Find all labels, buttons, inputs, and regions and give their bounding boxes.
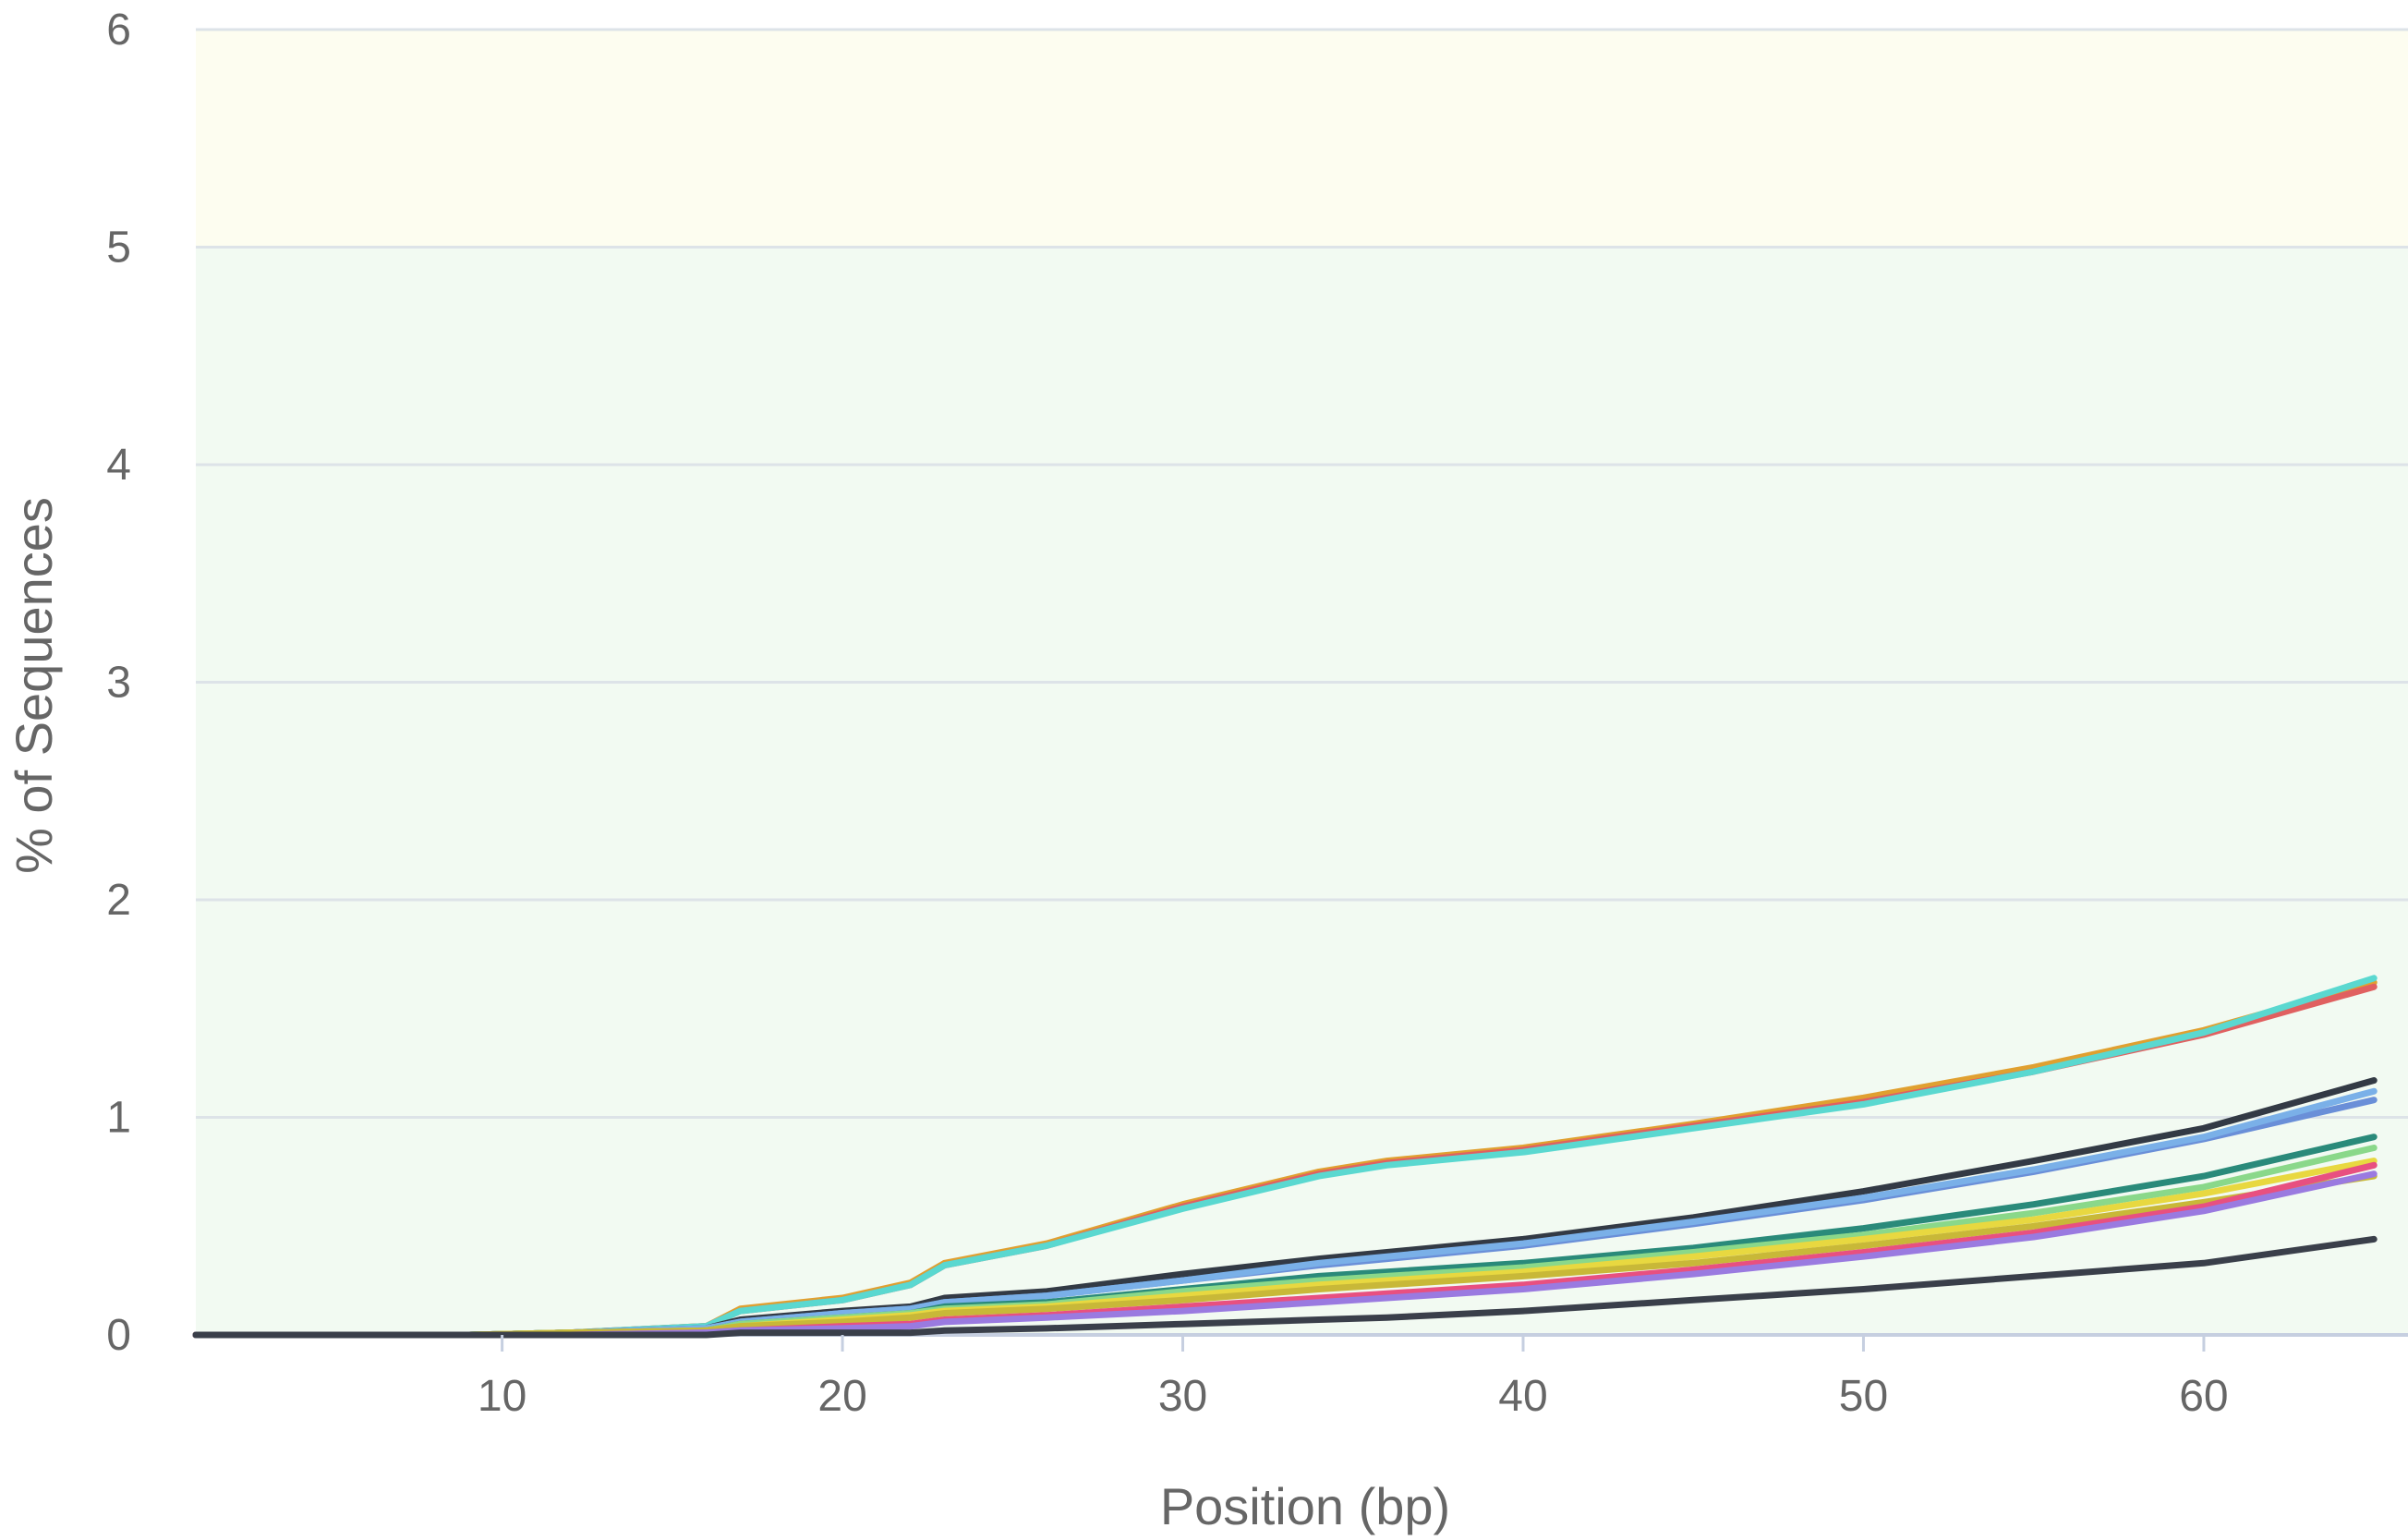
y-axis-title: % of Sequences [5,497,63,874]
x-axis-title: Position (bp) [1160,1477,1450,1535]
x-tick-label: 10 [478,1372,526,1421]
x-tick-label: 40 [1498,1372,1547,1421]
y-tick-label: 0 [106,1311,131,1360]
x-tick-label: 50 [1839,1372,1888,1421]
plot-band-0 [196,247,2408,1335]
plot-band-1 [196,30,2408,248]
series-line-12[interactable] [192,1235,2378,1339]
plot-bands [196,30,2408,1335]
x-axis-ticks: 10 20 30 40 50 60 [478,1335,2229,1421]
x-tick-label: 60 [2179,1372,2228,1421]
y-tick-label: 4 [106,441,131,490]
y-tick-label: 6 [106,6,131,55]
series-lines [192,975,2378,1339]
y-axis-ticks: 0 1 2 3 4 5 6 [106,6,131,1360]
y-tick-label: 1 [106,1094,131,1143]
gridlines [196,28,2408,1119]
y-tick-label: 5 [106,224,131,273]
y-tick-label: 2 [106,876,131,925]
x-tick-label: 30 [1158,1372,1207,1421]
x-tick-label: 20 [817,1372,866,1421]
y-tick-label: 3 [106,659,131,708]
